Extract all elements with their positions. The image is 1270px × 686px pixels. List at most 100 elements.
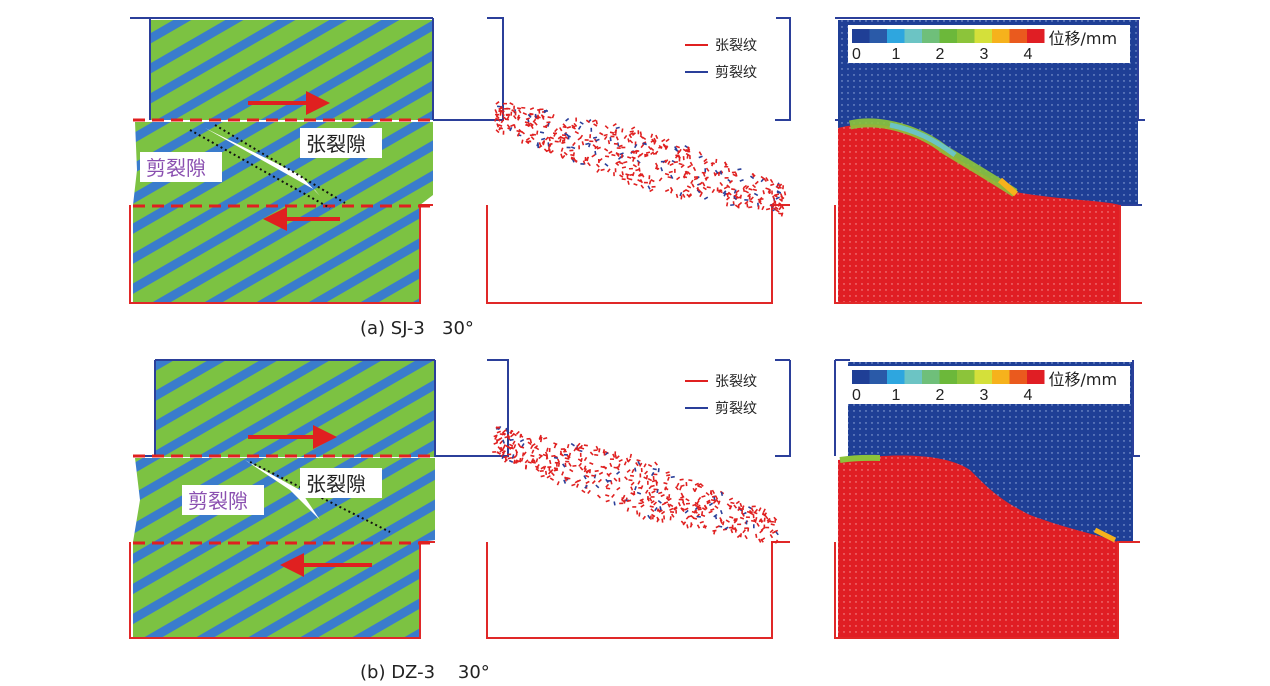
tension-crack <box>641 173 645 178</box>
tension-crack <box>701 495 706 498</box>
tension-crack <box>689 161 694 167</box>
tension-crack <box>507 445 512 450</box>
shear-crack <box>502 439 505 444</box>
tension-crack <box>534 465 540 470</box>
tension-crack <box>710 508 715 511</box>
tension-crack <box>783 191 787 196</box>
tension-crack <box>770 183 775 187</box>
tension-crack <box>559 138 562 143</box>
tension-crack <box>550 472 555 477</box>
tension-crack <box>725 202 729 207</box>
tension-crack <box>503 455 508 459</box>
tension-crack <box>698 151 703 156</box>
tension-crack <box>553 455 558 459</box>
tension-crack <box>509 102 514 106</box>
tension-crack <box>585 469 590 473</box>
tension-crack <box>712 500 717 505</box>
shear-crack <box>615 126 620 130</box>
shear-crack <box>642 142 647 146</box>
tension-crack <box>538 455 543 460</box>
colorbar-tick: 2 <box>936 387 945 404</box>
tension-crack <box>545 136 549 141</box>
tension-crack <box>546 121 551 124</box>
tension-crack <box>584 474 590 478</box>
shear-crack <box>670 174 674 180</box>
tension-crack <box>702 182 706 187</box>
tension-crack <box>752 188 758 192</box>
tension-crack <box>774 539 779 544</box>
shear-crack <box>584 484 588 489</box>
tension-crack <box>506 433 511 439</box>
shear-crack <box>650 471 655 477</box>
tension-crack <box>499 448 504 453</box>
tension-crack <box>604 125 609 129</box>
tension-crack <box>543 436 548 440</box>
tension-crack <box>619 161 624 165</box>
tension-crack <box>640 485 644 490</box>
tension-crack <box>522 451 527 456</box>
shear-crack <box>511 454 515 459</box>
shear-crack <box>720 491 724 496</box>
shear-crack <box>519 439 525 443</box>
tension-crack <box>573 447 577 452</box>
tension-crack <box>621 128 624 133</box>
tension-crack <box>576 442 581 447</box>
tension-gap-label: 张裂隙 <box>306 132 366 156</box>
tension-crack <box>733 504 738 509</box>
shear-crack <box>723 192 727 197</box>
tension-crack <box>546 447 549 452</box>
tension-crack <box>727 191 732 196</box>
tension-crack <box>722 521 725 526</box>
tension-crack <box>630 126 636 130</box>
tension-crack <box>568 452 572 457</box>
tension-crack <box>593 123 598 127</box>
tension-crack <box>553 442 558 446</box>
tension-crack <box>525 117 531 121</box>
tension-crack <box>670 513 675 518</box>
tension-crack <box>729 516 734 519</box>
tension-crack <box>572 141 576 147</box>
shear-crack <box>588 143 591 148</box>
tension-crack <box>708 510 713 514</box>
tension-crack <box>626 499 632 503</box>
tension-crack <box>562 448 567 453</box>
tension-crack <box>631 132 636 136</box>
colorbar-swatch <box>852 370 870 384</box>
tension-crack <box>666 474 671 477</box>
tension-crack <box>762 508 766 513</box>
shear-crack <box>674 146 678 151</box>
upper-shear-box <box>130 17 490 121</box>
tension-crack <box>673 506 678 510</box>
tension-crack <box>636 459 641 462</box>
tension-crack <box>705 167 710 172</box>
tension-crack <box>742 184 748 189</box>
tension-crack <box>529 438 533 444</box>
tension-crack <box>544 123 549 128</box>
tension-crack <box>608 150 613 155</box>
colorbar-swatch <box>939 29 957 43</box>
tension-crack <box>551 114 555 119</box>
tension-crack <box>768 189 772 194</box>
tension-crack <box>596 146 601 150</box>
shear-crack <box>647 514 651 519</box>
tension-crack <box>535 458 539 463</box>
tension-crack <box>515 430 520 435</box>
shear-crack <box>652 467 657 471</box>
tension-crack <box>781 205 785 210</box>
tension-crack <box>595 163 600 168</box>
tension-crack <box>611 153 616 157</box>
tension-crack <box>690 179 694 184</box>
legend-tension-label: 张裂纹 <box>715 38 757 54</box>
tension-crack <box>710 498 716 502</box>
tension-crack <box>612 453 616 458</box>
tension-crack <box>591 119 597 123</box>
tension-crack <box>589 462 594 465</box>
tension-crack <box>666 476 670 481</box>
tension-crack <box>531 443 536 447</box>
tension-crack <box>598 448 601 453</box>
tension-crack <box>738 201 743 206</box>
tension-crack <box>630 492 635 495</box>
tension-crack <box>724 161 727 166</box>
tension-crack <box>621 178 626 181</box>
tension-crack <box>717 500 721 505</box>
